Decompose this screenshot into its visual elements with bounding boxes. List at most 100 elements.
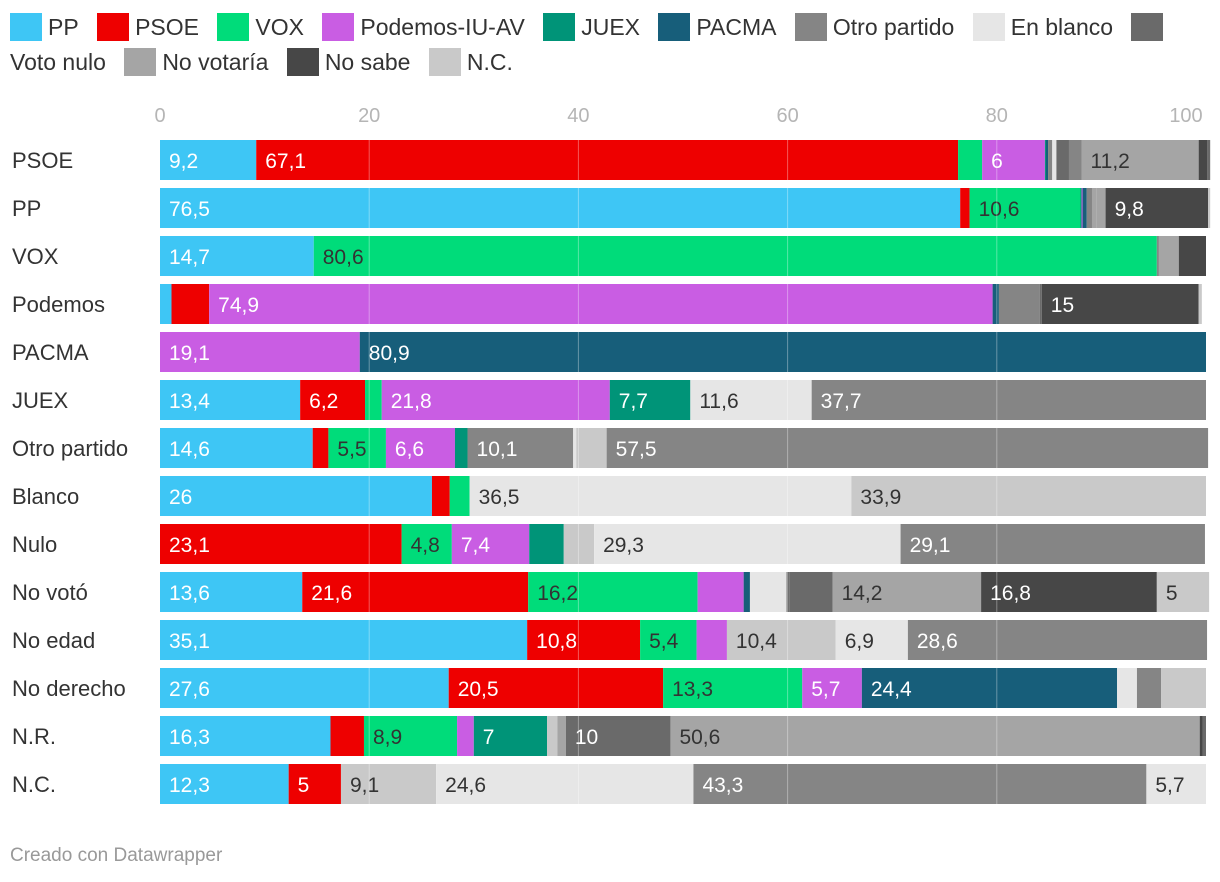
- segment-value-label: 14,7: [169, 246, 210, 269]
- bar-segment: [861, 668, 1118, 708]
- segment-value-label: 5,5: [337, 438, 366, 461]
- segment-value-label: 16,8: [990, 582, 1031, 605]
- legend-label: PP: [48, 14, 79, 40]
- row-label: Podemos: [12, 292, 105, 317]
- legend-label: Podemos-IU-AV: [360, 14, 525, 40]
- segment-value-label: 80,9: [369, 342, 410, 365]
- bar-segment: [749, 572, 787, 612]
- bar-segment: [365, 380, 382, 420]
- row-label: N.C.: [12, 772, 56, 797]
- segment-value-label: 4,8: [411, 534, 440, 557]
- legend-item: Otro partido: [794, 13, 954, 41]
- legend-label: No votaría: [162, 49, 269, 75]
- bar-segment: [1096, 188, 1106, 228]
- legend-swatch: [794, 13, 827, 41]
- segment-value-label: 43,3: [702, 774, 743, 797]
- bar-segment: [563, 524, 595, 564]
- legend-item: Podemos-IU-AV: [322, 13, 525, 41]
- bar-segment: [1048, 140, 1053, 180]
- x-tick-label: 40: [567, 105, 589, 127]
- row-label: PACMA: [12, 340, 89, 365]
- bar-segment: [448, 668, 664, 708]
- legend-item: N.C.: [428, 48, 513, 76]
- datawrapper-credit: Creado con Datawrapper: [10, 845, 223, 866]
- segment-value-label: 7,4: [461, 534, 491, 557]
- legend-swatch: [1131, 13, 1164, 41]
- bar-segment: [1091, 188, 1097, 228]
- segment-value-label: 6,6: [395, 438, 424, 461]
- segment-value-label: 23,1: [169, 534, 210, 557]
- segment-value-label: 26: [169, 486, 192, 509]
- bar-segment: [527, 620, 641, 660]
- bar-segment: [565, 716, 671, 756]
- bar-segment: [209, 284, 993, 324]
- segment-value-label: 9,1: [350, 774, 379, 797]
- bar-segment: [1156, 236, 1159, 276]
- segment-value-label: 35,1: [169, 630, 210, 653]
- bar-segment: [330, 716, 364, 756]
- segment-value-label: 5: [1166, 582, 1178, 605]
- bar-segment: [960, 188, 970, 228]
- bar-segment: [160, 716, 331, 756]
- legend-item: PP: [10, 13, 79, 41]
- bar-segment: [690, 380, 812, 420]
- bar-segment: [576, 428, 607, 468]
- bar-segment: [1136, 668, 1162, 708]
- segment-value-label: 16,3: [169, 726, 210, 749]
- x-tick-label: 80: [986, 105, 1008, 127]
- bar-segment: [171, 284, 210, 324]
- bar-segment: [981, 572, 1157, 612]
- x-tick-label: 0: [154, 105, 165, 127]
- bar-segment: [1207, 140, 1211, 180]
- bar-segment: [743, 572, 750, 612]
- bar-segment: [385, 428, 455, 468]
- legend-item: En blanco: [972, 13, 1113, 41]
- row-label: VOX: [12, 244, 59, 269]
- segment-value-label: 10,4: [736, 630, 777, 653]
- bar-segment: [900, 524, 1205, 564]
- bar-segment: [696, 620, 727, 660]
- bar-segment: [529, 524, 564, 564]
- bar-segment: [1052, 140, 1057, 180]
- row-label: PSOE: [12, 148, 73, 173]
- segment-value-label: 29,1: [910, 534, 951, 557]
- bar-segment: [160, 236, 314, 276]
- segment-value-label: 8,9: [373, 726, 402, 749]
- legend-swatch: [97, 13, 130, 41]
- segment-value-label: 14,6: [169, 438, 210, 461]
- bar-segment: [1161, 668, 1206, 708]
- bar-segment: [1056, 140, 1069, 180]
- segment-value-label: 24,4: [871, 678, 912, 701]
- segment-value-label: 28,6: [917, 630, 958, 653]
- bar-segment: [573, 428, 577, 468]
- bar-segment: [312, 428, 329, 468]
- segment-value-label: 11,6: [699, 390, 738, 413]
- bar-segment: [469, 476, 852, 516]
- bar-segment: [1081, 188, 1083, 228]
- segment-value-label: 33,9: [860, 486, 901, 509]
- bar-segment: [958, 140, 983, 180]
- segment-value-label: 80,6: [323, 246, 364, 269]
- bar-segment: [256, 140, 959, 180]
- bar-segment: [835, 620, 908, 660]
- segment-value-label: 5,7: [1155, 774, 1184, 797]
- row-label: No votó: [12, 580, 88, 605]
- bar-segment: [1105, 188, 1209, 228]
- segment-value-label: 7,7: [619, 390, 648, 413]
- legend-label: PSOE: [135, 14, 199, 40]
- bar-segment: [1081, 140, 1199, 180]
- bar-segment: [663, 668, 803, 708]
- bar-segment: [1202, 716, 1206, 756]
- legend-swatch: [972, 13, 1005, 41]
- bar-segment: [1156, 572, 1210, 612]
- bar-segment: [907, 620, 1208, 660]
- bar-segment: [982, 140, 1045, 180]
- segment-value-label: 10,1: [477, 438, 518, 461]
- stacked-bar-chart: 0 20 40 60 80 100 PSOE 9,2 67,1 6 11,2 PP 76,5 10,6 9,…: [12, 105, 1211, 806]
- bar-segment: [547, 716, 558, 756]
- bar-segment: [1039, 284, 1042, 324]
- segment-value-label: 67,1: [265, 150, 306, 173]
- bar-segment: [340, 764, 437, 804]
- bar-segment: [1041, 284, 1199, 324]
- row-label: Nulo: [12, 532, 57, 557]
